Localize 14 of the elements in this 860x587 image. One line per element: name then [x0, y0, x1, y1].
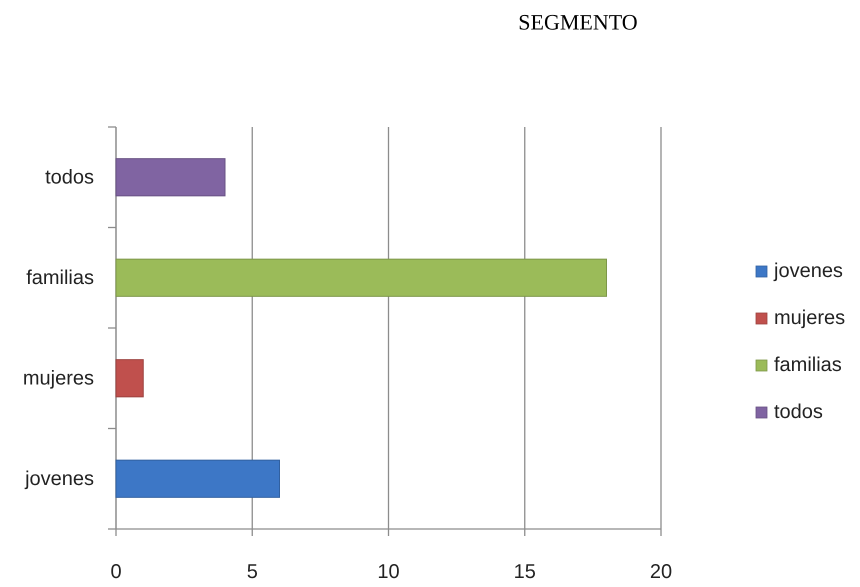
x-tick-label: 20	[650, 561, 672, 583]
legend-label: mujeres	[774, 307, 846, 329]
y-tick-label: todos	[45, 166, 94, 188]
x-tick-label: 10	[377, 561, 400, 583]
legend-label: jovenes	[773, 260, 843, 282]
x-tick-label: 5	[246, 561, 258, 583]
y-tick-label: familias	[26, 266, 94, 289]
legend-label: todos	[774, 401, 823, 423]
y-tick-label: mujeres	[22, 367, 94, 390]
y-tick-label: jovenes	[24, 468, 94, 490]
legend-label: familias	[774, 354, 842, 376]
x-tick-label: 15	[514, 561, 536, 583]
x-tick-label: 0	[110, 561, 122, 583]
chart-title: SEGMENTO	[518, 10, 638, 34]
